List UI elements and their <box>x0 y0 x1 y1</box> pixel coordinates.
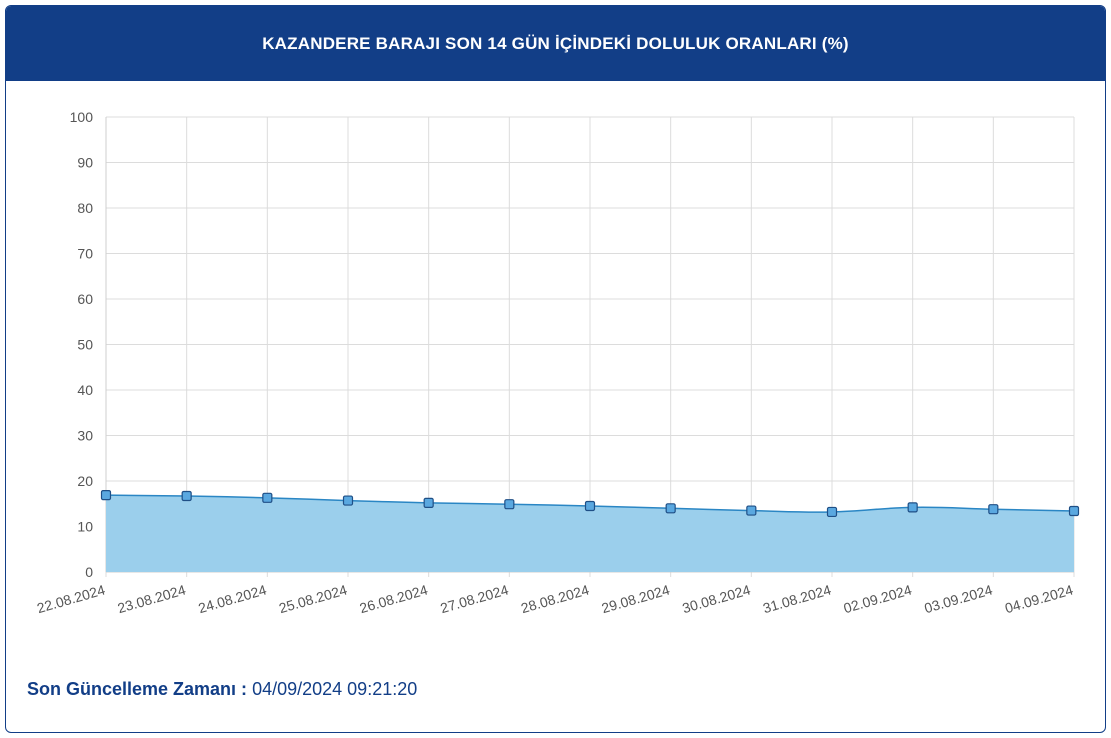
data-point <box>181 490 192 502</box>
x-tick-label: 29.08.2024 <box>600 581 672 616</box>
data-point <box>988 504 999 515</box>
data-point <box>504 499 515 510</box>
data-point <box>826 506 838 518</box>
x-tick-label: 26.08.2024 <box>358 581 430 616</box>
y-tick-label: 60 <box>77 291 93 307</box>
data-point <box>262 492 273 503</box>
chart-title: KAZANDERE BARAJI SON 14 GÜN İÇİNDEKİ DOL… <box>262 33 849 53</box>
y-tick-label: 80 <box>77 200 93 216</box>
x-tick-label: 27.08.2024 <box>438 581 510 616</box>
y-tick-label: 40 <box>77 382 93 398</box>
x-tick-label: 31.08.2024 <box>761 581 833 616</box>
y-tick-label: 90 <box>77 155 93 171</box>
data-point <box>746 505 757 516</box>
chart-card: KAZANDERE BARAJI SON 14 GÜN İÇİNDEKİ DOL… <box>5 5 1106 733</box>
y-tick-label: 20 <box>77 473 93 489</box>
y-tick-label: 30 <box>77 428 93 444</box>
last-update: Son Güncelleme Zamanı : 04/09/2024 09:21… <box>27 679 417 700</box>
y-tick-label: 70 <box>77 246 93 262</box>
x-tick-label: 02.09.2024 <box>842 581 914 616</box>
data-point <box>907 502 918 513</box>
card-header: KAZANDERE BARAJI SON 14 GÜN İÇİNDEKİ DOL… <box>6 6 1105 81</box>
last-update-value: 04/09/2024 09:21:20 <box>252 679 418 699</box>
y-tick-label: 10 <box>77 519 93 535</box>
x-tick-label: 22.08.2024 <box>35 581 107 616</box>
x-tick-label: 03.09.2024 <box>922 581 994 616</box>
y-tick-label: 50 <box>77 337 93 353</box>
y-tick-label: 0 <box>85 564 93 580</box>
x-tick-label: 24.08.2024 <box>196 581 268 616</box>
data-point <box>423 497 434 508</box>
x-tick-label: 30.08.2024 <box>680 581 752 616</box>
data-point <box>342 495 354 506</box>
x-tick-label: 25.08.2024 <box>277 581 349 616</box>
data-point <box>665 503 676 514</box>
data-point <box>100 490 112 501</box>
last-update-label: Son Güncelleme Zamanı : <box>27 679 248 699</box>
x-tick-label: 23.08.2024 <box>116 581 188 616</box>
data-point <box>1068 505 1080 517</box>
x-tick-label: 04.09.2024 <box>1003 581 1075 616</box>
data-point <box>584 500 596 512</box>
y-tick-label: 100 <box>70 109 94 125</box>
x-tick-label: 28.08.2024 <box>519 581 591 616</box>
